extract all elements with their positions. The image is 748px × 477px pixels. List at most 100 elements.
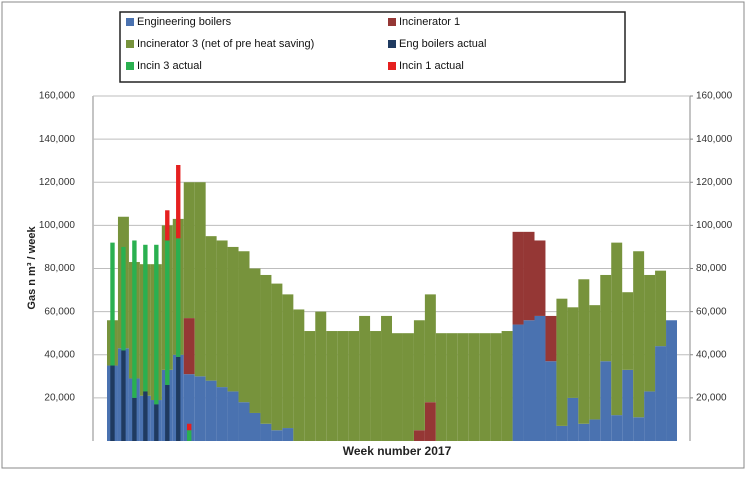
actual-bar-segment — [187, 423, 192, 431]
legend-label: Eng boilers actual — [399, 38, 486, 50]
y2-tick-label: 20,000 — [696, 393, 727, 404]
y2-tick-label: 60,000 — [696, 306, 727, 317]
bar-segment — [260, 274, 272, 424]
bar-segment — [633, 251, 645, 418]
y2-tick-label: 120,000 — [696, 177, 733, 188]
bar-segment — [468, 333, 480, 441]
legend-label: Engineering boilers — [137, 16, 232, 28]
bar-segment — [392, 333, 403, 441]
bar-segment — [567, 307, 579, 398]
bar-segment — [271, 430, 283, 441]
bar-segment — [424, 402, 436, 441]
bar-segment — [501, 331, 513, 441]
actual-bar-segment — [121, 246, 126, 351]
actual-bar-segment — [187, 430, 192, 441]
bar-segment — [490, 333, 502, 441]
bar-segment — [381, 315, 392, 441]
bar-segment — [655, 270, 667, 347]
legend-swatch — [388, 40, 396, 48]
bar-segment — [556, 425, 568, 441]
bar-segment — [183, 182, 195, 319]
actual-bar-segment — [165, 384, 170, 441]
actual-bar-segment — [165, 210, 170, 241]
bar-segment — [293, 309, 305, 441]
legend-label: Incin 1 actual — [399, 60, 464, 72]
y2-tick-label: 160,000 — [696, 91, 733, 102]
bar-segment — [644, 391, 656, 441]
bar-segment — [359, 315, 371, 441]
actual-bar-segment — [176, 356, 181, 441]
y2-tick-label: 100,000 — [696, 220, 733, 231]
bar-segment — [644, 274, 656, 392]
bar-segment — [227, 391, 239, 441]
bar-segment — [348, 331, 360, 441]
y2-tick-label: 40,000 — [696, 349, 727, 360]
actual-bar-segment — [132, 397, 137, 441]
bar-segment — [534, 315, 546, 441]
bar-segment — [578, 279, 590, 424]
bar-segment — [523, 320, 535, 441]
legend-swatch — [388, 18, 396, 26]
x-axis-label: Week number 2017 — [343, 444, 452, 458]
bar-segment — [622, 369, 634, 441]
bar-segment — [512, 324, 524, 441]
bar-segment — [435, 333, 447, 441]
bar-segment — [567, 397, 579, 441]
actual-bar-segment — [121, 350, 126, 441]
actual-bar-segment — [154, 404, 159, 441]
bar-segment — [523, 231, 535, 321]
bar-segment — [446, 333, 458, 441]
actual-bar-segment — [110, 365, 115, 441]
legend-swatch — [388, 62, 396, 70]
bar-segment — [611, 242, 623, 416]
actual-bar-segment — [110, 242, 115, 366]
bar-segment — [402, 333, 414, 441]
bar-segment — [194, 182, 206, 377]
legend-label: Incin 3 actual — [137, 60, 202, 72]
actual-bar-segment — [132, 240, 137, 398]
bar-segment — [370, 331, 382, 441]
bar-segment — [194, 376, 206, 441]
actual-bar-segment — [143, 244, 148, 392]
y2-tick-label: 140,000 — [696, 134, 733, 145]
bar-segment — [633, 417, 645, 441]
bar-segment — [479, 333, 491, 441]
y-tick-label: 160,000 — [39, 91, 76, 102]
bar-segment — [205, 236, 217, 381]
y-tick-label: 20,000 — [44, 393, 75, 404]
bar-segment — [556, 298, 568, 426]
y-tick-label: 80,000 — [44, 263, 75, 274]
bar-segment — [282, 428, 294, 441]
legend-label: Incinerator 3 (net of pre heat saving) — [137, 38, 314, 50]
y-tick-label: 140,000 — [39, 134, 76, 145]
bar-segment — [183, 318, 195, 375]
y-tick-label: 60,000 — [44, 306, 75, 317]
bar-segment — [282, 294, 294, 429]
actual-bar-segment — [143, 391, 148, 441]
bar-segment — [589, 305, 601, 420]
bar-segment — [666, 320, 677, 441]
bar-segment — [227, 246, 239, 392]
bar-segment — [216, 387, 228, 441]
y2-tick-label: 80,000 — [696, 263, 727, 274]
y-tick-label: 120,000 — [39, 177, 76, 188]
bar-segment — [249, 412, 261, 441]
bar-segment — [611, 415, 623, 441]
bar-segment — [238, 251, 250, 403]
bar-segment — [271, 283, 283, 431]
actual-bar-segment — [176, 165, 181, 239]
bar-segment — [600, 274, 612, 362]
bar-segment — [512, 231, 524, 325]
actual-bar-segment — [165, 240, 170, 385]
y-tick-label: 100,000 — [39, 220, 76, 231]
bar-segment — [589, 419, 601, 441]
bar-segment — [216, 240, 228, 388]
legend — [119, 11, 626, 83]
bar-segment — [315, 311, 327, 441]
bar-segment — [413, 320, 425, 431]
legend-swatch — [126, 18, 134, 26]
bar-segment — [534, 240, 546, 316]
bar-segment — [622, 292, 634, 370]
bar-segment — [655, 346, 667, 441]
